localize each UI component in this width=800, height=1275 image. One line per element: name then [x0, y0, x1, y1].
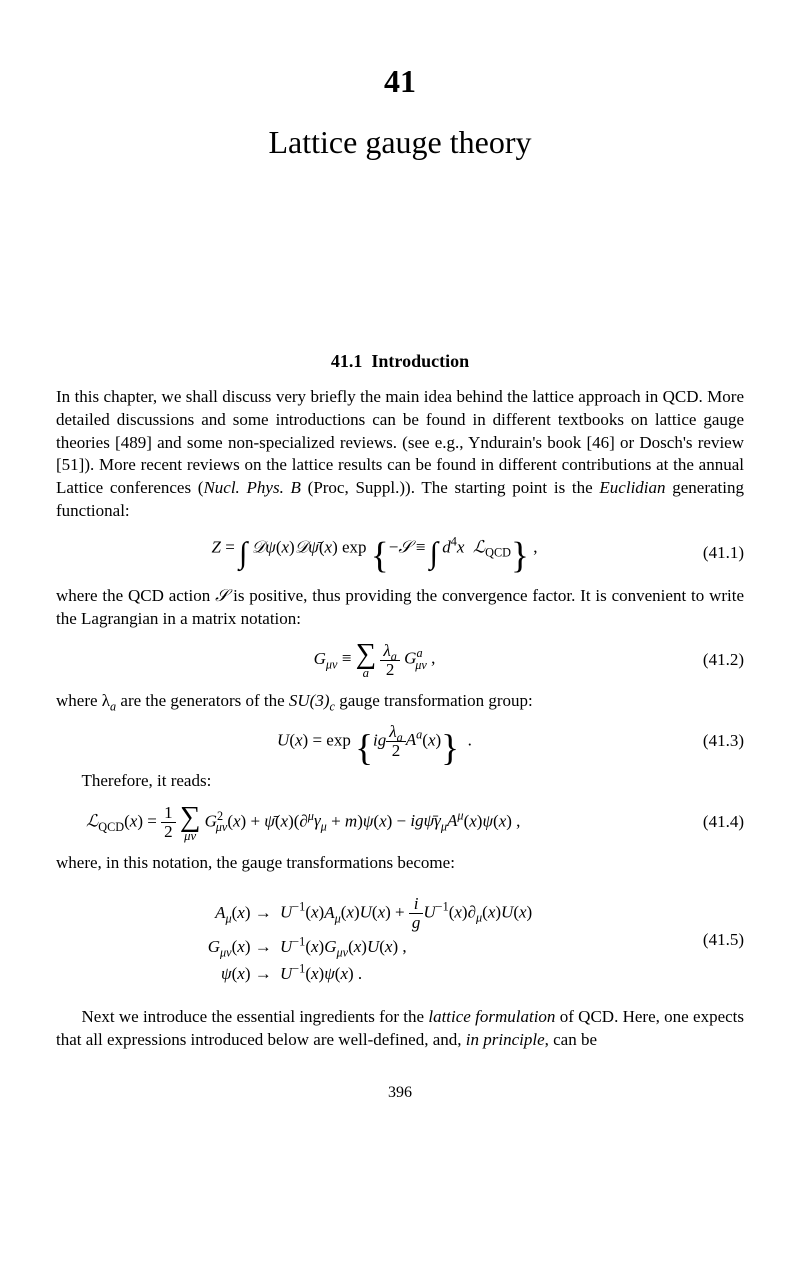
equation-41-2: Gμν ≡ ∑a λa2 Gaμν , (41.2) [56, 640, 744, 680]
equation-41-1: Z = ∫ 𝒟ψ(x)𝒟ψ̄(x) exp {−𝒮 ≡ ∫ d4x ℒQCD} … [56, 533, 744, 574]
equation-number: (41.3) [703, 730, 744, 753]
page-number: 396 [56, 1082, 744, 1104]
equation-number: (41.1) [703, 542, 744, 565]
equation-41-4: ℒQCD(x) = 12 ∑μν G2μν(x) + ψ̄(x)(∂μγμ + … [56, 803, 744, 843]
equation-41-3: U(x) = exp {igλa2Aa(x)} . (41.3) [56, 723, 744, 760]
paragraph-6: Next we introduce the essential ingredie… [56, 1006, 744, 1052]
equation-number: (41.4) [703, 811, 744, 834]
paragraph-3: where λa are the generators of the SU(3)… [56, 690, 744, 713]
paragraph-2: where the QCD action 𝒮 is positive, thus… [56, 585, 744, 631]
chapter-number: 41 [56, 60, 744, 103]
paragraph-1: In this chapter, we shall discuss very b… [56, 386, 744, 524]
paragraph-5: where, in this notation, the gauge trans… [56, 852, 744, 875]
section-title: 41.1 Introduction [56, 349, 744, 373]
chapter-title: Lattice gauge theory [56, 121, 744, 164]
equation-41-5: Aμ(x) → U−1(x)Aμ(x)U(x) + igU−1(x)∂μ(x)U… [56, 885, 744, 996]
equation-number: (41.2) [703, 649, 744, 672]
paragraph-4: Therefore, it reads: [56, 770, 744, 793]
equation-number: (41.5) [703, 929, 744, 952]
